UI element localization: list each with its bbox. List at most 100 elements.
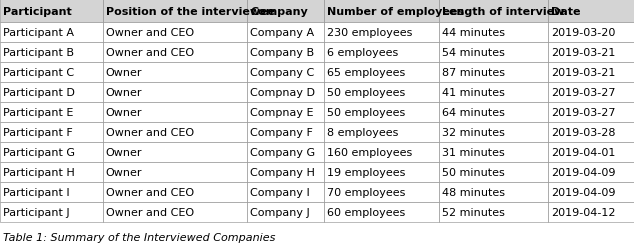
Bar — [439, 83, 548, 103]
Bar — [103, 63, 247, 83]
Text: Owner: Owner — [106, 68, 142, 78]
Bar — [0, 83, 103, 103]
Bar — [247, 122, 323, 142]
Bar — [0, 202, 103, 222]
Bar — [0, 142, 103, 162]
Bar — [0, 63, 103, 83]
Bar — [548, 122, 634, 142]
Text: Owner and CEO: Owner and CEO — [106, 48, 194, 58]
Text: 2019-03-27: 2019-03-27 — [552, 108, 616, 117]
Text: Owner and CEO: Owner and CEO — [106, 187, 194, 197]
Text: Participant G: Participant G — [3, 147, 75, 157]
Text: Owner: Owner — [106, 167, 142, 177]
Bar — [103, 162, 247, 182]
Bar — [439, 202, 548, 222]
Bar — [0, 103, 103, 122]
Bar — [548, 0, 634, 23]
Text: Compnay D: Compnay D — [250, 88, 315, 98]
Text: Company I: Company I — [250, 187, 310, 197]
Text: 48 minutes: 48 minutes — [443, 187, 505, 197]
Bar — [247, 23, 323, 43]
Bar — [323, 202, 439, 222]
Text: 70 employees: 70 employees — [327, 187, 405, 197]
Text: Owner and CEO: Owner and CEO — [106, 207, 194, 217]
Bar — [103, 103, 247, 122]
Text: 52 minutes: 52 minutes — [443, 207, 505, 217]
Bar — [323, 43, 439, 63]
Text: 2019-03-27: 2019-03-27 — [552, 88, 616, 98]
Text: 2019-04-01: 2019-04-01 — [552, 147, 616, 157]
Text: Number of employees: Number of employees — [327, 7, 463, 17]
Text: Position of the interviewee: Position of the interviewee — [106, 7, 275, 17]
Text: Participant D: Participant D — [3, 88, 75, 98]
Text: Company H: Company H — [250, 167, 315, 177]
Bar — [323, 23, 439, 43]
Bar — [247, 103, 323, 122]
Bar — [548, 43, 634, 63]
Bar — [0, 23, 103, 43]
Bar — [323, 63, 439, 83]
Text: Participant C: Participant C — [3, 68, 74, 78]
Bar — [103, 182, 247, 202]
Bar — [548, 103, 634, 122]
Bar — [548, 83, 634, 103]
Bar — [247, 0, 323, 23]
Bar — [0, 122, 103, 142]
Bar — [103, 122, 247, 142]
Bar — [439, 23, 548, 43]
Bar — [439, 43, 548, 63]
Text: Participant F: Participant F — [3, 128, 73, 137]
Text: 64 minutes: 64 minutes — [443, 108, 505, 117]
Text: Owner and CEO: Owner and CEO — [106, 28, 194, 38]
Text: 8 employees: 8 employees — [327, 128, 398, 137]
Text: 50 employees: 50 employees — [327, 108, 405, 117]
Bar — [247, 83, 323, 103]
Text: Owner: Owner — [106, 108, 142, 117]
Text: 87 minutes: 87 minutes — [443, 68, 505, 78]
Bar — [247, 162, 323, 182]
Text: Company G: Company G — [250, 147, 315, 157]
Text: 60 employees: 60 employees — [327, 207, 405, 217]
Text: Company C: Company C — [250, 68, 314, 78]
Bar — [323, 122, 439, 142]
Text: Participant E: Participant E — [3, 108, 74, 117]
Bar — [548, 182, 634, 202]
Text: Participant B: Participant B — [3, 48, 74, 58]
Text: Table 1: Summary of the Interviewed Companies: Table 1: Summary of the Interviewed Comp… — [3, 232, 276, 242]
Text: 44 minutes: 44 minutes — [443, 28, 505, 38]
Bar — [247, 43, 323, 63]
Bar — [323, 142, 439, 162]
Text: Company: Company — [250, 7, 308, 17]
Bar — [439, 142, 548, 162]
Text: Length of interview: Length of interview — [443, 7, 565, 17]
Bar — [323, 162, 439, 182]
Text: Company A: Company A — [250, 28, 314, 38]
Bar — [247, 182, 323, 202]
Bar — [247, 202, 323, 222]
Bar — [0, 0, 103, 23]
Bar — [439, 162, 548, 182]
Bar — [247, 63, 323, 83]
Text: 2019-03-21: 2019-03-21 — [552, 48, 616, 58]
Text: Participant A: Participant A — [3, 28, 74, 38]
Bar — [103, 202, 247, 222]
Text: 2019-03-28: 2019-03-28 — [552, 128, 616, 137]
Text: Company B: Company B — [250, 48, 314, 58]
Text: Compnay E: Compnay E — [250, 108, 314, 117]
Bar — [323, 103, 439, 122]
Bar — [0, 182, 103, 202]
Text: 2019-03-21: 2019-03-21 — [552, 68, 616, 78]
Bar — [0, 162, 103, 182]
Text: 50 minutes: 50 minutes — [443, 167, 505, 177]
Text: Participant: Participant — [3, 7, 72, 17]
Text: 19 employees: 19 employees — [327, 167, 405, 177]
Bar — [439, 122, 548, 142]
Bar — [103, 83, 247, 103]
Text: 160 employees: 160 employees — [327, 147, 412, 157]
Text: 32 minutes: 32 minutes — [443, 128, 505, 137]
Bar — [103, 43, 247, 63]
Text: Date: Date — [552, 7, 581, 17]
Text: 230 employees: 230 employees — [327, 28, 412, 38]
Bar — [548, 162, 634, 182]
Text: 65 employees: 65 employees — [327, 68, 405, 78]
